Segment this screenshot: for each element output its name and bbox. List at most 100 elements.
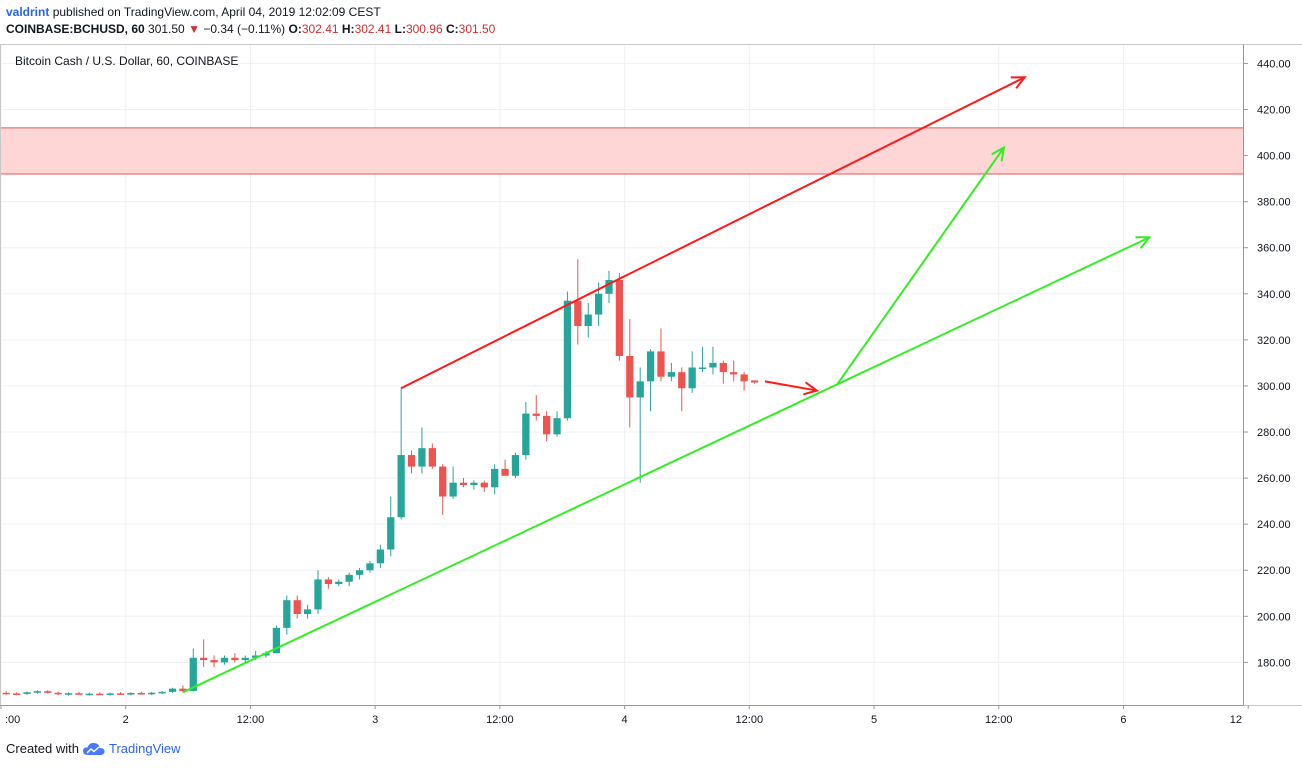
- candle[interactable]: [750, 380, 759, 384]
- drawing-line: [400, 277, 620, 390]
- candle[interactable]: [563, 291, 572, 421]
- candle[interactable]: [709, 346, 717, 375]
- candle[interactable]: [657, 328, 665, 382]
- candle[interactable]: [480, 480, 488, 492]
- candlestick-plot[interactable]: Bitcoin Cash / U.S. Dollar, 60, COINBASE: [1, 45, 1243, 705]
- candle[interactable]: [231, 653, 239, 663]
- y-tick-label: 400.00: [1257, 151, 1291, 163]
- candle-body: [168, 688, 177, 692]
- candle-body: [231, 657, 239, 661]
- candle[interactable]: [719, 360, 727, 384]
- candle[interactable]: [283, 595, 291, 635]
- candle[interactable]: [428, 443, 436, 469]
- resistance-zone[interactable]: [1, 127, 1243, 175]
- candle[interactable]: [324, 577, 333, 589]
- candle-body: [137, 693, 145, 695]
- candle[interactable]: [418, 427, 426, 474]
- candle[interactable]: [511, 452, 520, 479]
- candle[interactable]: [64, 692, 73, 696]
- candle[interactable]: [262, 650, 270, 658]
- candle[interactable]: [355, 567, 364, 580]
- support-trendline[interactable]: [182, 236, 1152, 694]
- candle[interactable]: [491, 464, 499, 495]
- candle-body: [522, 413, 530, 456]
- candle[interactable]: [532, 395, 540, 421]
- candle[interactable]: [137, 691, 145, 695]
- candle[interactable]: [688, 351, 696, 393]
- candle[interactable]: [241, 655, 249, 663]
- candle[interactable]: [12, 692, 21, 696]
- candle[interactable]: [106, 692, 114, 696]
- candle[interactable]: [387, 496, 395, 557]
- candle[interactable]: [158, 691, 166, 695]
- candle-body: [397, 455, 405, 518]
- candle-body: [366, 563, 374, 571]
- candle[interactable]: [449, 466, 457, 499]
- y-tick-label: 320.00: [1257, 335, 1291, 347]
- candle[interactable]: [605, 270, 613, 304]
- breakout-arrow[interactable]: [836, 145, 1006, 385]
- tradingview-brand-link[interactable]: TradingView: [108, 741, 181, 756]
- candle[interactable]: [85, 692, 93, 696]
- candle[interactable]: [459, 478, 468, 488]
- candle[interactable]: [179, 685, 187, 693]
- candle[interactable]: [407, 450, 416, 474]
- candle[interactable]: [23, 691, 31, 695]
- candle[interactable]: [543, 411, 551, 442]
- candle[interactable]: [96, 692, 104, 696]
- candle-body: [740, 374, 748, 382]
- candle[interactable]: [470, 480, 478, 490]
- candle[interactable]: [127, 692, 135, 696]
- candle[interactable]: [303, 604, 312, 619]
- resistance-trendline[interactable]: [400, 277, 620, 390]
- candle-body: [106, 693, 114, 695]
- candle[interactable]: [148, 691, 156, 696]
- candle[interactable]: [2, 691, 10, 695]
- candle[interactable]: [584, 303, 592, 338]
- candle-body: [293, 600, 301, 615]
- candle[interactable]: [522, 402, 530, 460]
- candle[interactable]: [678, 367, 686, 412]
- candle[interactable]: [220, 655, 229, 665]
- candle[interactable]: [646, 349, 655, 412]
- chart-pane[interactable]: Bitcoin Cash / U.S. Dollar, 60, COINBASE: [0, 44, 1244, 706]
- candle[interactable]: [397, 388, 405, 520]
- candle[interactable]: [314, 570, 322, 615]
- drawing-line: [182, 236, 1150, 694]
- candle[interactable]: [615, 273, 624, 361]
- price-axis[interactable]: 180.00 200.00 220.00 240.00 260.00 280.00 300.…: [1243, 44, 1302, 706]
- candle[interactable]: [501, 459, 509, 476]
- candle-body: [303, 609, 312, 615]
- candle-body: [480, 482, 488, 488]
- author-link[interactable]: valdrint: [6, 5, 50, 19]
- candle[interactable]: [636, 367, 644, 483]
- candle[interactable]: [439, 464, 447, 515]
- candle[interactable]: [75, 691, 83, 695]
- upper-projection-arrow[interactable]: [618, 76, 1027, 280]
- candle[interactable]: [168, 687, 177, 693]
- candle-body: [543, 415, 551, 435]
- candle-body: [64, 693, 73, 695]
- candle[interactable]: [667, 362, 676, 382]
- candle[interactable]: [730, 360, 738, 382]
- candle[interactable]: [335, 579, 343, 587]
- candle[interactable]: [200, 639, 208, 667]
- candle[interactable]: [116, 692, 125, 695]
- candle[interactable]: [626, 319, 634, 428]
- candle[interactable]: [366, 561, 374, 573]
- candle[interactable]: [54, 691, 62, 696]
- candle[interactable]: [698, 346, 707, 373]
- x-tick-label: 4: [622, 714, 628, 726]
- candle[interactable]: [189, 648, 197, 692]
- short-term-arrow[interactable]: [764, 380, 820, 396]
- candle[interactable]: [210, 655, 218, 667]
- candle[interactable]: [44, 690, 52, 694]
- candle[interactable]: [33, 690, 42, 694]
- candle[interactable]: [376, 544, 384, 568]
- candle[interactable]: [553, 411, 561, 437]
- candle[interactable]: [293, 595, 301, 619]
- candle[interactable]: [345, 572, 353, 587]
- time-axis[interactable]: :00 2 12:00 3 12:00 4 12:00 5 12:00 6 12: [0, 705, 1302, 733]
- candle[interactable]: [740, 372, 748, 391]
- candle[interactable]: [574, 259, 582, 345]
